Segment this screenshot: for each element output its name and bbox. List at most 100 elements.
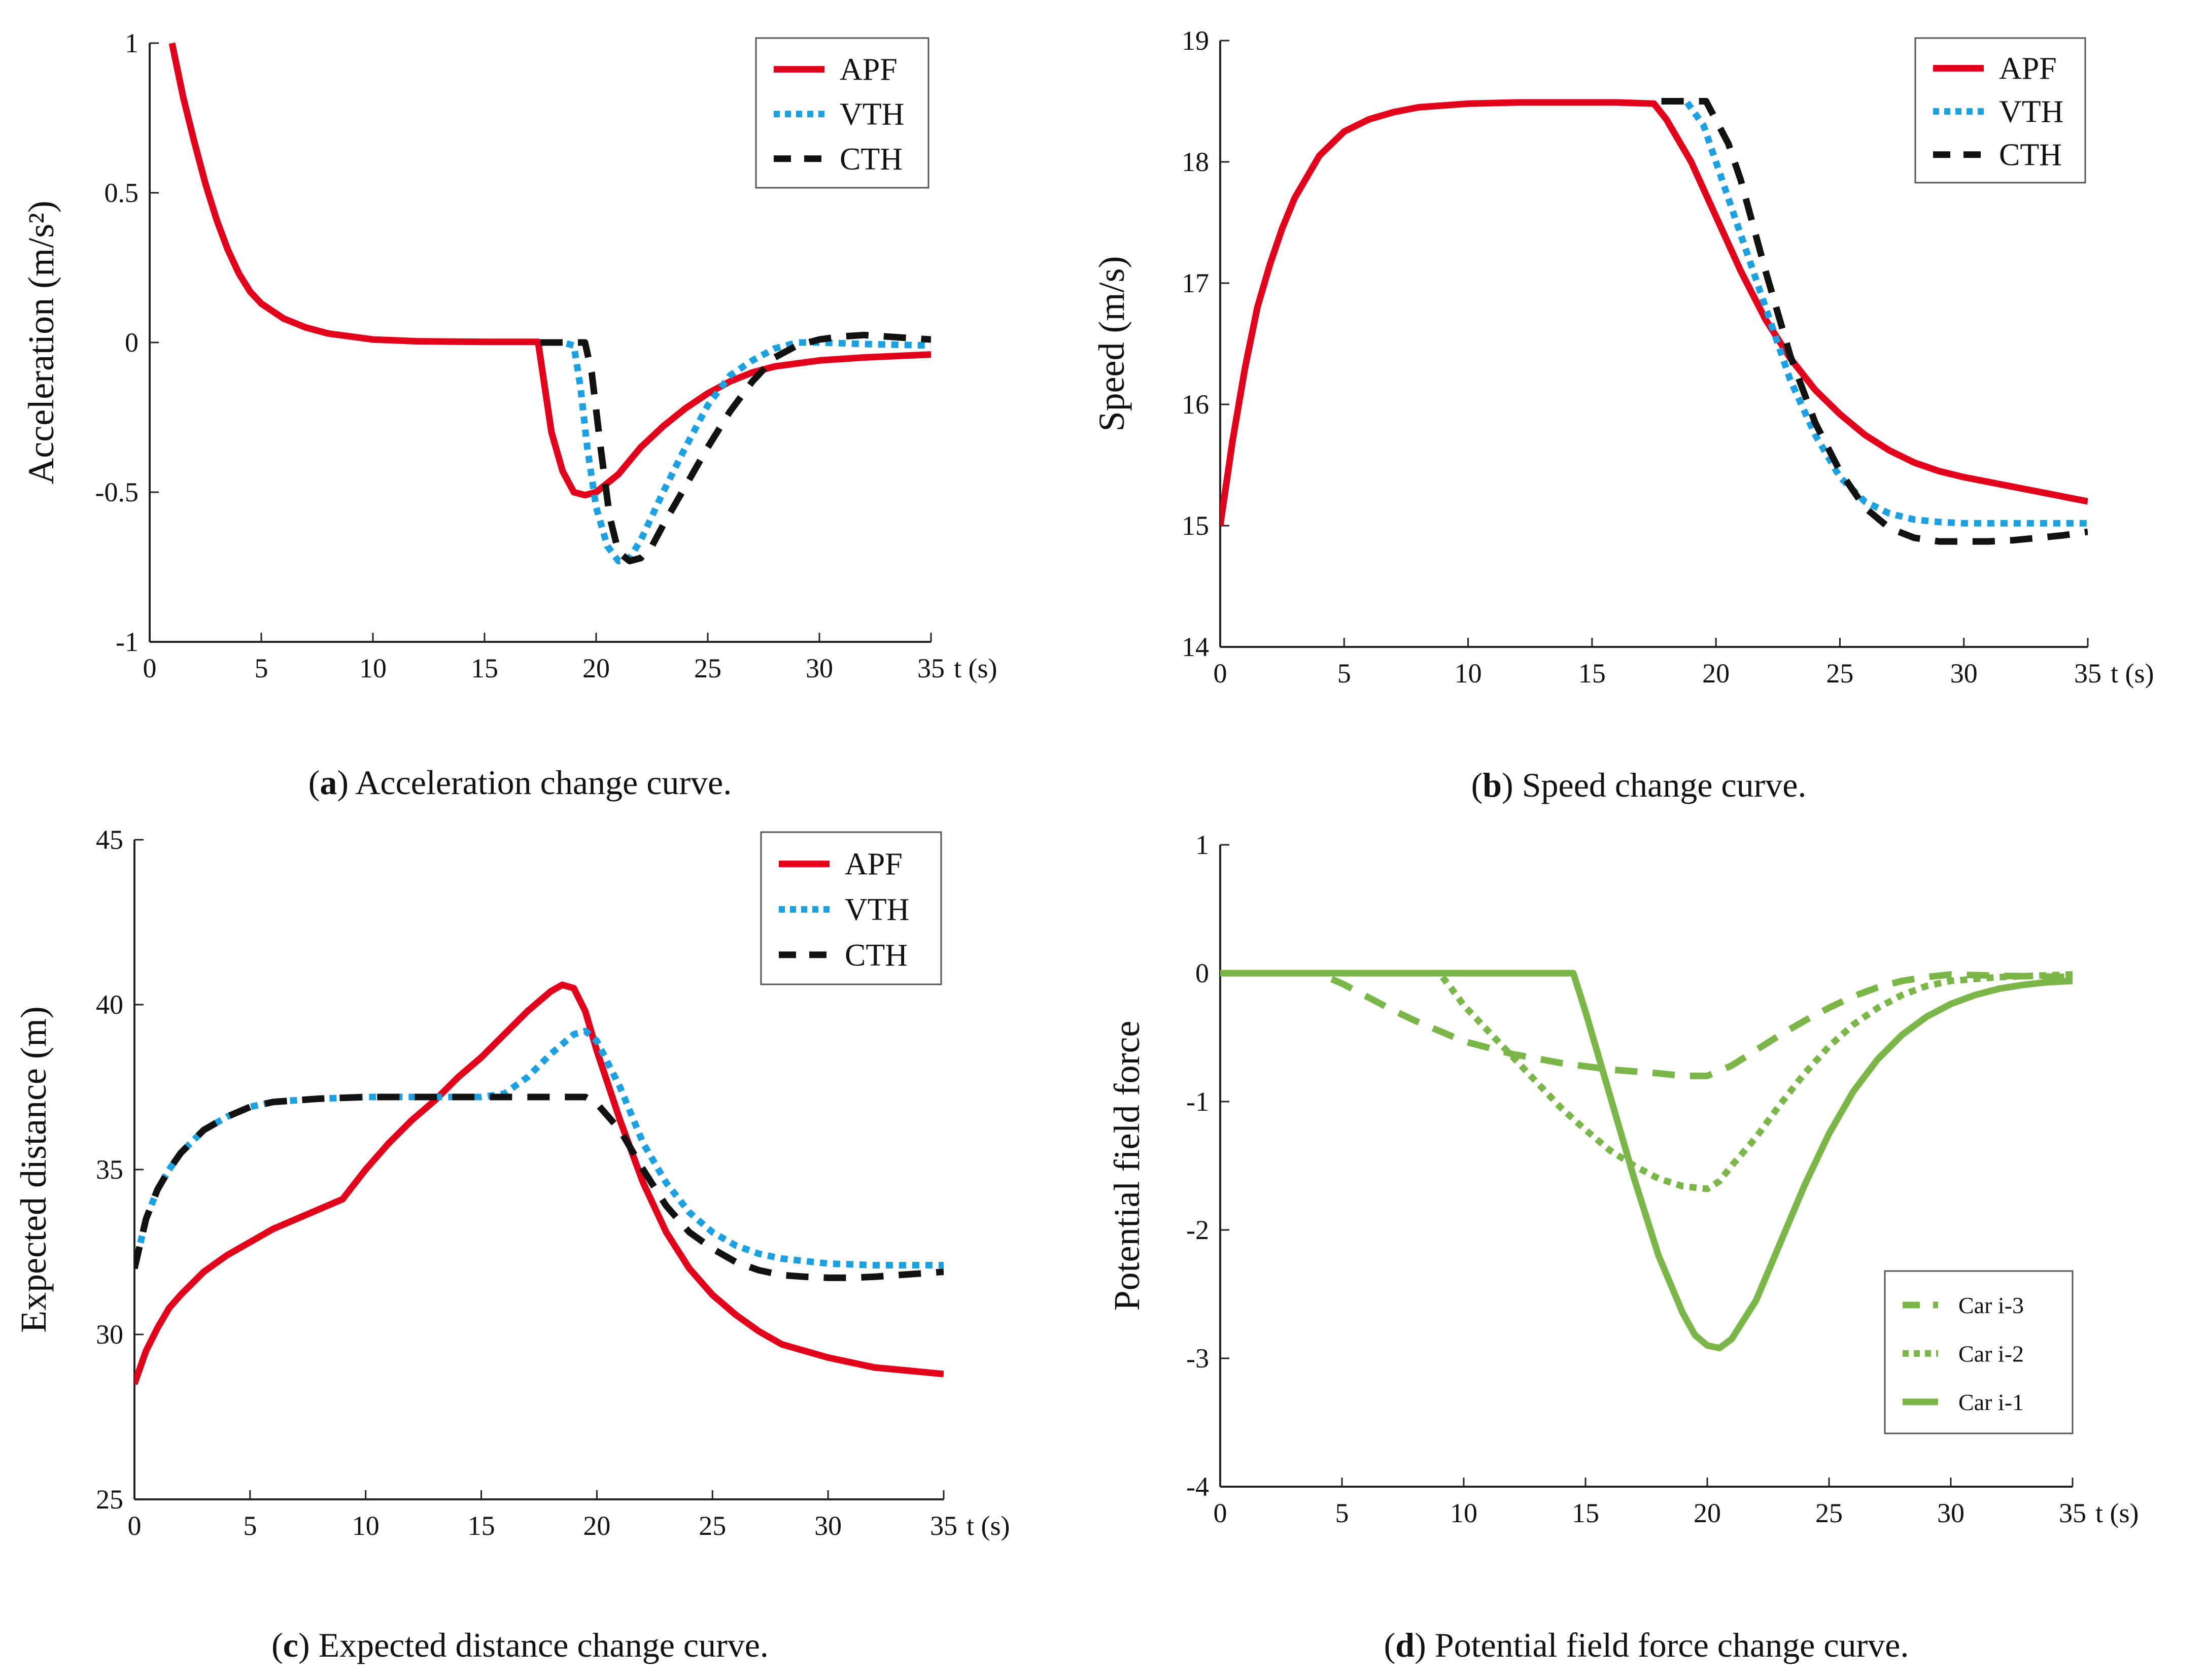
x-tick-label: 15 (471, 653, 498, 683)
chart-panel-b: 0 5 10 15 20 25 30 35 t (s) 14 15 16 17 18 19 Speed (m/… (1091, 25, 2154, 804)
caption: (a) Acceleration change curve. (308, 763, 732, 802)
x-tick-label: 15 (1572, 1498, 1599, 1528)
series-line-cth (540, 331, 931, 565)
y-tick-label: 18 (1182, 147, 1209, 177)
plot-area (1220, 970, 2073, 1352)
x-tick-label: 35 (2074, 658, 2101, 689)
y-tick-label: 0.5 (105, 178, 139, 208)
caption-letter: c (283, 1626, 298, 1664)
panels: 0 5 10 15 20 25 30 35 t (s)-1-0.500.51Accelerati… (13, 25, 2154, 1664)
x-tick-label: 10 (352, 1511, 380, 1541)
y-axis-title: Expected distance (m) (13, 1006, 54, 1333)
y-tick-label: 14 (1182, 632, 1209, 662)
y-tick-label: -1 (1186, 1086, 1209, 1117)
x-tick-label: 10 (1455, 658, 1482, 689)
x-tick-label: 0 (1214, 658, 1227, 689)
x-tick-label: 25 (1826, 658, 1853, 689)
legend-label: VTH (845, 893, 909, 927)
chart-panel-c: 0 5 10 15 20 25 30 35 t (s) 25 30 35 40 45 Expected di… (13, 825, 1010, 1664)
caption-letter: b (1483, 766, 1502, 804)
y-tick-label: 0 (125, 327, 139, 358)
caption: (c) Expected distance change curve. (271, 1626, 769, 1664)
plot-area (134, 981, 944, 1385)
caption-text: ) Acceleration change curve. (337, 763, 732, 802)
chart-panel-a: 0 5 10 15 20 25 30 35 t (s) -1 -0.5 0 0.5 1 Accelerati… (21, 28, 997, 802)
x-tick-label: 10 (1450, 1498, 1477, 1528)
y-tick-label: 0 (1195, 958, 1209, 988)
legend: Car i-3 Car i-2 Car i-1 (1884, 1270, 2074, 1434)
x-tick-label: 35 (2059, 1498, 2086, 1528)
x-tick-label: 5 (255, 653, 268, 683)
x-axis-title: t (s) (2095, 1498, 2139, 1528)
caption-paren-open: ( (271, 1626, 283, 1664)
plot-area (168, 42, 931, 565)
caption-paren-open: ( (308, 763, 320, 802)
y-tick-label: -2 (1186, 1215, 1209, 1245)
legend-label: APF (845, 847, 903, 882)
series-line-apf (134, 981, 944, 1385)
legend-label: CTH (840, 142, 903, 177)
y-tick-label: 1 (125, 28, 139, 58)
caption-paren-open: ( (1471, 766, 1483, 804)
x-tick-label: 0 (128, 1511, 142, 1541)
y-tick-label: 16 (1182, 389, 1209, 420)
y-axis-title: Acceleration (m/s²) (21, 200, 61, 484)
y-tick-label: 15 (1182, 510, 1209, 541)
x-tick-label: 5 (243, 1511, 257, 1541)
x-tick-label: 20 (1702, 658, 1730, 689)
x-axis-title: t (s) (954, 653, 997, 683)
series-line-vth (1661, 98, 2088, 527)
x-tick-label: 25 (1815, 1498, 1843, 1528)
legend-box (1914, 37, 2086, 184)
legend-label: APF (1999, 52, 2057, 86)
legend-box (755, 37, 929, 189)
y-axis-title: Potential field force (1107, 1021, 1147, 1311)
x-tick-label: 30 (814, 1511, 842, 1541)
legend-label: CTH (1999, 138, 2062, 173)
x-tick-label: 30 (1937, 1498, 1964, 1528)
x-tick-label: 15 (468, 1511, 495, 1541)
y-tick-label: 25 (96, 1484, 123, 1515)
x-tick-label: 0 (1214, 1498, 1227, 1528)
x-tick-label: 30 (806, 653, 833, 683)
caption-letter: d (1395, 1626, 1415, 1664)
y-tick-label: 35 (96, 1154, 123, 1185)
legend: APF VTH CTH (755, 37, 929, 189)
legend-label: Car i-2 (1958, 1341, 2024, 1366)
legend-label: VTH (1999, 95, 2063, 129)
x-tick-label: 5 (1335, 1498, 1349, 1528)
y-tick-label: 17 (1182, 268, 1209, 298)
y-axis-title: Speed (m/s) (1091, 256, 1132, 432)
y-tick-label: -0.5 (95, 477, 139, 507)
x-tick-label: 20 (1694, 1498, 1721, 1528)
x-tick-label: 15 (1578, 658, 1606, 689)
x-tick-label: 35 (917, 653, 945, 683)
x-tick-label: 30 (1950, 658, 1978, 689)
y-tick-label: -3 (1186, 1343, 1209, 1374)
x-tick-label: 20 (582, 653, 610, 683)
series-line-cth (134, 1093, 944, 1281)
y-tick-label: -4 (1186, 1471, 1209, 1502)
caption: (d) Potential field force change curve. (1384, 1626, 1909, 1664)
series-line-car-i-3 (1220, 970, 2073, 1079)
y-tick-label: 1 (1195, 830, 1209, 860)
caption-paren-open: ( (1384, 1626, 1396, 1664)
chart-panel-d: 0 5 10 15 20 25 30 35 t (s) -4 -3 -2 -1 0 1 Potential f… (1107, 830, 2139, 1664)
plot-area (1220, 98, 2088, 545)
legend: APF VTH CTH (1914, 37, 2086, 184)
caption-text: ) Expected distance change curve. (298, 1626, 769, 1664)
x-tick-label: 25 (699, 1511, 726, 1541)
legend-label: Car i-3 (1958, 1292, 2024, 1318)
y-tick-label: 40 (96, 989, 123, 1020)
x-tick-label: 5 (1337, 658, 1351, 689)
legend-label: CTH (845, 938, 908, 973)
legend-label: APF (840, 53, 898, 87)
x-tick-label: 20 (583, 1511, 610, 1541)
legend: APF VTH CTH (760, 831, 942, 985)
caption: (b) Speed change curve. (1471, 766, 1807, 804)
x-axis-title: t (s) (967, 1511, 1010, 1541)
x-tick-label: 35 (930, 1511, 957, 1541)
caption-text: ) Speed change curve. (1502, 766, 1806, 804)
